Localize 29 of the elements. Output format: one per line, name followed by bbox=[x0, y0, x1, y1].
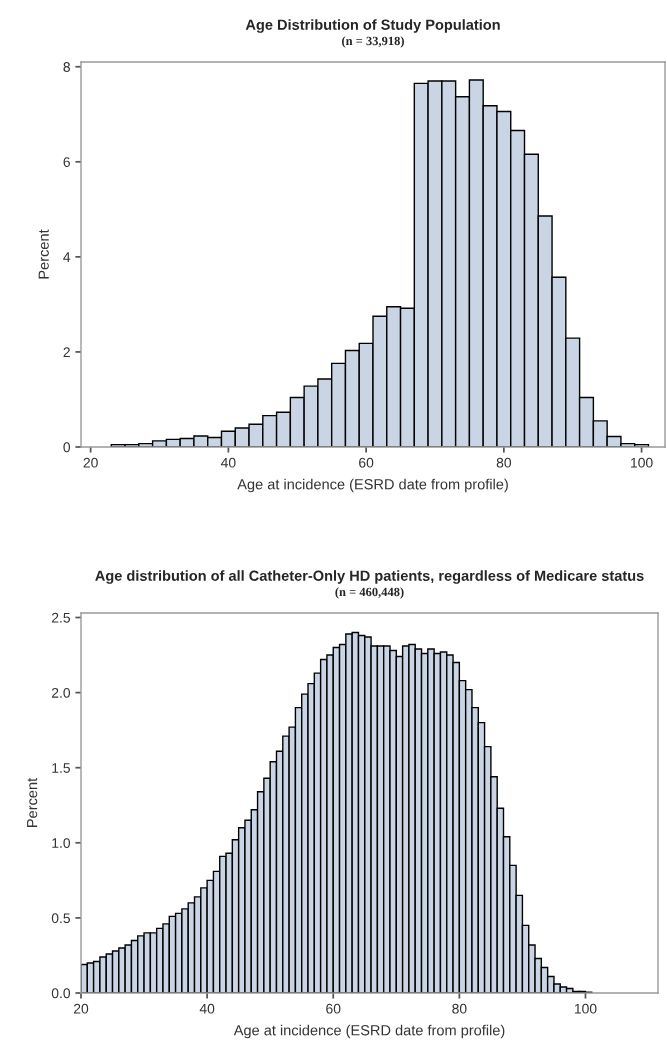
y-axis-title: Percent bbox=[27, 777, 38, 827]
y-tick-label: 4 bbox=[63, 252, 71, 262]
x-tick-label: 80 bbox=[452, 1003, 467, 1014]
x-tick-label: 60 bbox=[326, 1003, 341, 1014]
x-tick-label: 40 bbox=[220, 457, 236, 468]
x-tick-label: 80 bbox=[496, 457, 512, 468]
y-tick-label: 6 bbox=[63, 157, 70, 167]
x-axis-title: Age at incidence (ESRD date from profile) bbox=[237, 478, 508, 493]
y-tick-label: 0.5 bbox=[51, 913, 70, 924]
x-tick-label: 60 bbox=[359, 457, 374, 468]
y-tick-label: 8 bbox=[63, 62, 70, 72]
x-tick-label: 100 bbox=[631, 457, 653, 468]
y-tick-label: 2.5 bbox=[51, 612, 70, 623]
chart-title: Age Distribution of Study Population bbox=[245, 19, 500, 33]
x-tick-label: 100 bbox=[574, 1003, 597, 1014]
y-axis-title: Percent bbox=[38, 229, 49, 279]
y-tick-label: 0 bbox=[63, 442, 71, 453]
y-tick-label: 1.0 bbox=[52, 838, 71, 848]
chart-subtitle: (n = 460,448) bbox=[335, 587, 404, 599]
y-tick-label: 0.0 bbox=[51, 988, 71, 999]
chart-title: Age distribution of all Catheter-Only HD patients, regardless of Medicare status bbox=[95, 570, 644, 584]
x-axis-title: Age at incidence (ESRD date from profile) bbox=[233, 1024, 505, 1039]
y-tick-label: 2 bbox=[63, 347, 70, 357]
x-tick-label: 40 bbox=[199, 1003, 215, 1014]
y-tick-label: 1.5 bbox=[52, 763, 70, 773]
x-tick-label: 20 bbox=[83, 457, 98, 468]
y-tick-label: 2.0 bbox=[51, 687, 71, 698]
chart-subtitle: (n = 33,918) bbox=[342, 36, 404, 48]
x-tick-label: 20 bbox=[73, 1003, 89, 1014]
